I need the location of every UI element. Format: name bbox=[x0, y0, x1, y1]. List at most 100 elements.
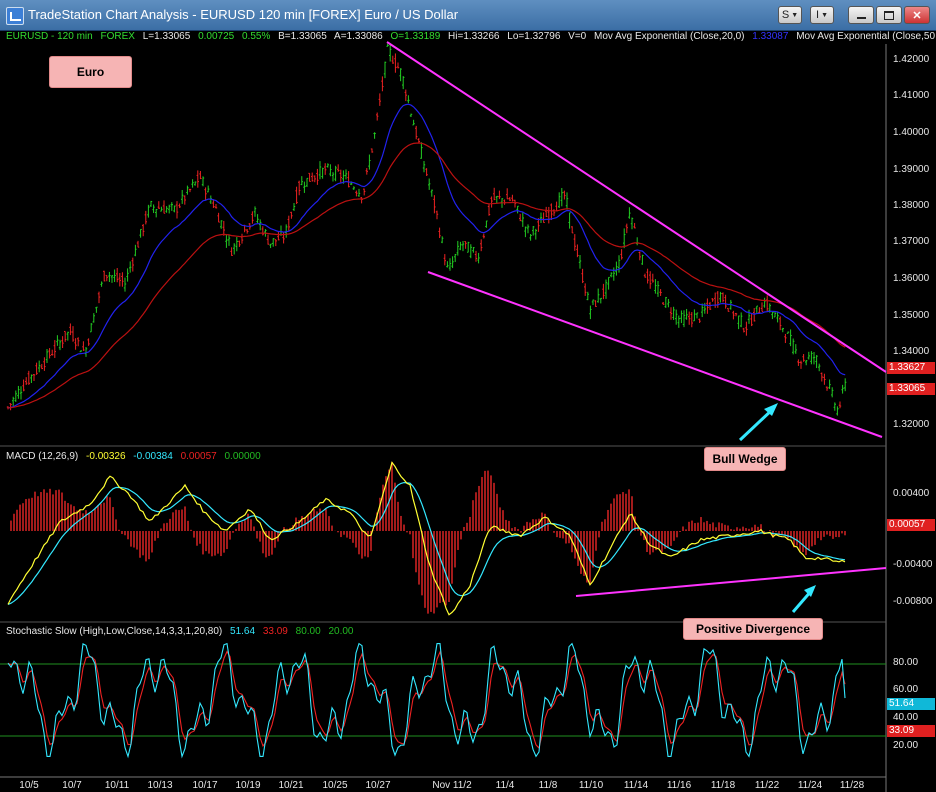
stoch-tick: 40.00 bbox=[893, 712, 919, 723]
restore-icon bbox=[884, 10, 894, 20]
stoch-k-line bbox=[7, 642, 846, 759]
stoch-name: Stochastic Slow (High,Low,Close,14,3,3,1… bbox=[6, 626, 223, 637]
ema20-name: Mov Avg Exponential (Close,20,0) bbox=[594, 31, 745, 42]
symbol-link-button[interactable]: S ▼ bbox=[778, 6, 802, 24]
macd-status-line: MACD (12,26,9) -0.00326 -0.00384 0.00057… bbox=[6, 451, 266, 463]
price-tick: 1.36000 bbox=[893, 273, 930, 284]
date-tick: 11/24 bbox=[797, 780, 823, 791]
date-tick: 11/10 bbox=[578, 780, 604, 791]
date-tick: 10/17 bbox=[192, 780, 218, 791]
price-tick: 1.42000 bbox=[893, 54, 930, 65]
macd-tick: -0.00800 bbox=[893, 596, 933, 607]
stoch-tick: 20.00 bbox=[893, 740, 919, 751]
window-title: TradeStation Chart Analysis - EURUSD 120… bbox=[28, 7, 459, 22]
date-tick: 11/14 bbox=[623, 780, 649, 791]
price-tick: 1.38000 bbox=[893, 200, 930, 211]
positive-divergence-annotation: Positive Divergence bbox=[683, 618, 823, 640]
price-tick: 1.32000 bbox=[893, 419, 930, 430]
bull-wedge-arrow bbox=[738, 406, 776, 442]
interval-link-button[interactable]: I ▼ bbox=[810, 6, 834, 24]
macd-signal-line bbox=[7, 481, 846, 605]
price-tick: 1.35000 bbox=[893, 310, 930, 321]
stoch-tick: 80.00 bbox=[893, 657, 919, 668]
price-tick: 1.41000 bbox=[893, 90, 930, 101]
date-tick: 11/4 bbox=[495, 780, 515, 791]
stoch-d-line bbox=[7, 650, 846, 750]
high-price: Hi=1.33266 bbox=[448, 31, 500, 42]
wedge-lower-trendline bbox=[427, 271, 883, 438]
macd-value: -0.00326 bbox=[86, 451, 126, 462]
open-price: O=1.33189 bbox=[390, 31, 441, 42]
date-tick: 11/18 bbox=[710, 780, 736, 791]
stoch-status-line: Stochastic Slow (High,Low,Close,14,3,3,1… bbox=[6, 626, 358, 638]
date-tick: 10/13 bbox=[147, 780, 173, 791]
divergence-arrowhead bbox=[804, 585, 816, 597]
date-tick: 11/22 bbox=[754, 780, 780, 791]
symbol-label: EURUSD - 120 min bbox=[6, 31, 93, 42]
app-icon bbox=[6, 7, 24, 25]
symbol-link-label: S bbox=[781, 9, 790, 21]
price-tick: 1.40000 bbox=[893, 127, 930, 138]
dropdown-arrow-icon: ▼ bbox=[791, 11, 799, 19]
date-tick: 10/25 bbox=[322, 780, 348, 791]
ema50-price-tag: 1.33627 bbox=[887, 362, 935, 374]
macd-hist-tag: 0.00057 bbox=[887, 519, 935, 531]
exchange-label: FOREX bbox=[100, 31, 135, 42]
date-tick: Nov 11/2 bbox=[432, 780, 472, 791]
macd-hist-value: 0.00057 bbox=[180, 451, 217, 462]
bull-wedge-annotation: Bull Wedge bbox=[704, 447, 786, 471]
stoch-k-tag: 51.64 bbox=[887, 698, 935, 710]
wedge-upper-trendline bbox=[386, 41, 887, 373]
stoch-d-value: 33.09 bbox=[262, 626, 288, 637]
date-tick: 10/11 bbox=[104, 780, 130, 791]
macd-signal-value: -0.00384 bbox=[133, 451, 173, 462]
macd-tick: -0.00400 bbox=[893, 559, 933, 570]
ema50-line bbox=[7, 142, 846, 409]
date-tick: 11/28 bbox=[839, 780, 865, 791]
ema20-value: 1.33087 bbox=[752, 31, 789, 42]
stoch-os-value: 20.00 bbox=[328, 626, 354, 637]
date-tick: 10/19 bbox=[235, 780, 261, 791]
bull-wedge-arrowhead bbox=[764, 403, 778, 416]
volume: V=0 bbox=[568, 31, 587, 42]
macd-name: MACD (12,26,9) bbox=[6, 451, 79, 462]
dropdown-arrow-icon: ▼ bbox=[821, 11, 828, 19]
stoch-tick: 60.00 bbox=[893, 684, 919, 695]
date-tick: 10/5 bbox=[19, 780, 39, 791]
chart-canvas[interactable] bbox=[0, 30, 936, 792]
date-tick: 10/21 bbox=[278, 780, 304, 791]
last-price: L=1.33065 bbox=[142, 31, 191, 42]
interval-link-label: I bbox=[816, 9, 820, 21]
minimize-icon bbox=[856, 17, 866, 19]
macd-line bbox=[7, 461, 846, 616]
stoch-d-tag: 33.09 bbox=[887, 725, 935, 737]
ask-price: A=1.33086 bbox=[334, 31, 383, 42]
maximize-button[interactable] bbox=[876, 6, 902, 24]
stoch-k-value: 51.64 bbox=[230, 626, 256, 637]
net-change: 0.00725 bbox=[198, 31, 235, 42]
date-tick: 11/8 bbox=[538, 780, 558, 791]
chart-area[interactable] bbox=[0, 30, 936, 792]
title-bar: TradeStation Chart Analysis - EURUSD 120… bbox=[0, 0, 936, 31]
price-tick: 1.34000 bbox=[893, 346, 930, 357]
pct-change: 0.55% bbox=[242, 31, 271, 42]
bid-price: B=1.33065 bbox=[278, 31, 327, 42]
price-tick: 1.37000 bbox=[893, 236, 930, 247]
price-status-line: EURUSD - 120 min FOREX L=1.33065 0.00725… bbox=[6, 31, 936, 43]
price-tick: 1.39000 bbox=[893, 164, 930, 175]
ema20-line bbox=[7, 103, 846, 409]
low-price: Lo=1.32796 bbox=[507, 31, 561, 42]
close-button[interactable]: ✕ bbox=[904, 6, 930, 24]
date-tick: 10/27 bbox=[365, 780, 391, 791]
ema50-name: Mov Avg Exponential (Close,50 bbox=[796, 31, 936, 42]
minimize-button[interactable] bbox=[848, 6, 874, 24]
date-tick: 10/7 bbox=[62, 780, 82, 791]
divergence-trendline bbox=[575, 567, 887, 597]
date-tick: 11/16 bbox=[666, 780, 692, 791]
macd-tick: 0.00400 bbox=[893, 488, 930, 499]
last-price-tag: 1.33065 bbox=[887, 383, 935, 395]
close-icon: ✕ bbox=[912, 9, 922, 22]
macd-zero-value: 0.00000 bbox=[224, 451, 261, 462]
euro-annotation: Euro bbox=[49, 56, 132, 88]
stoch-ob-value: 80.00 bbox=[295, 626, 321, 637]
